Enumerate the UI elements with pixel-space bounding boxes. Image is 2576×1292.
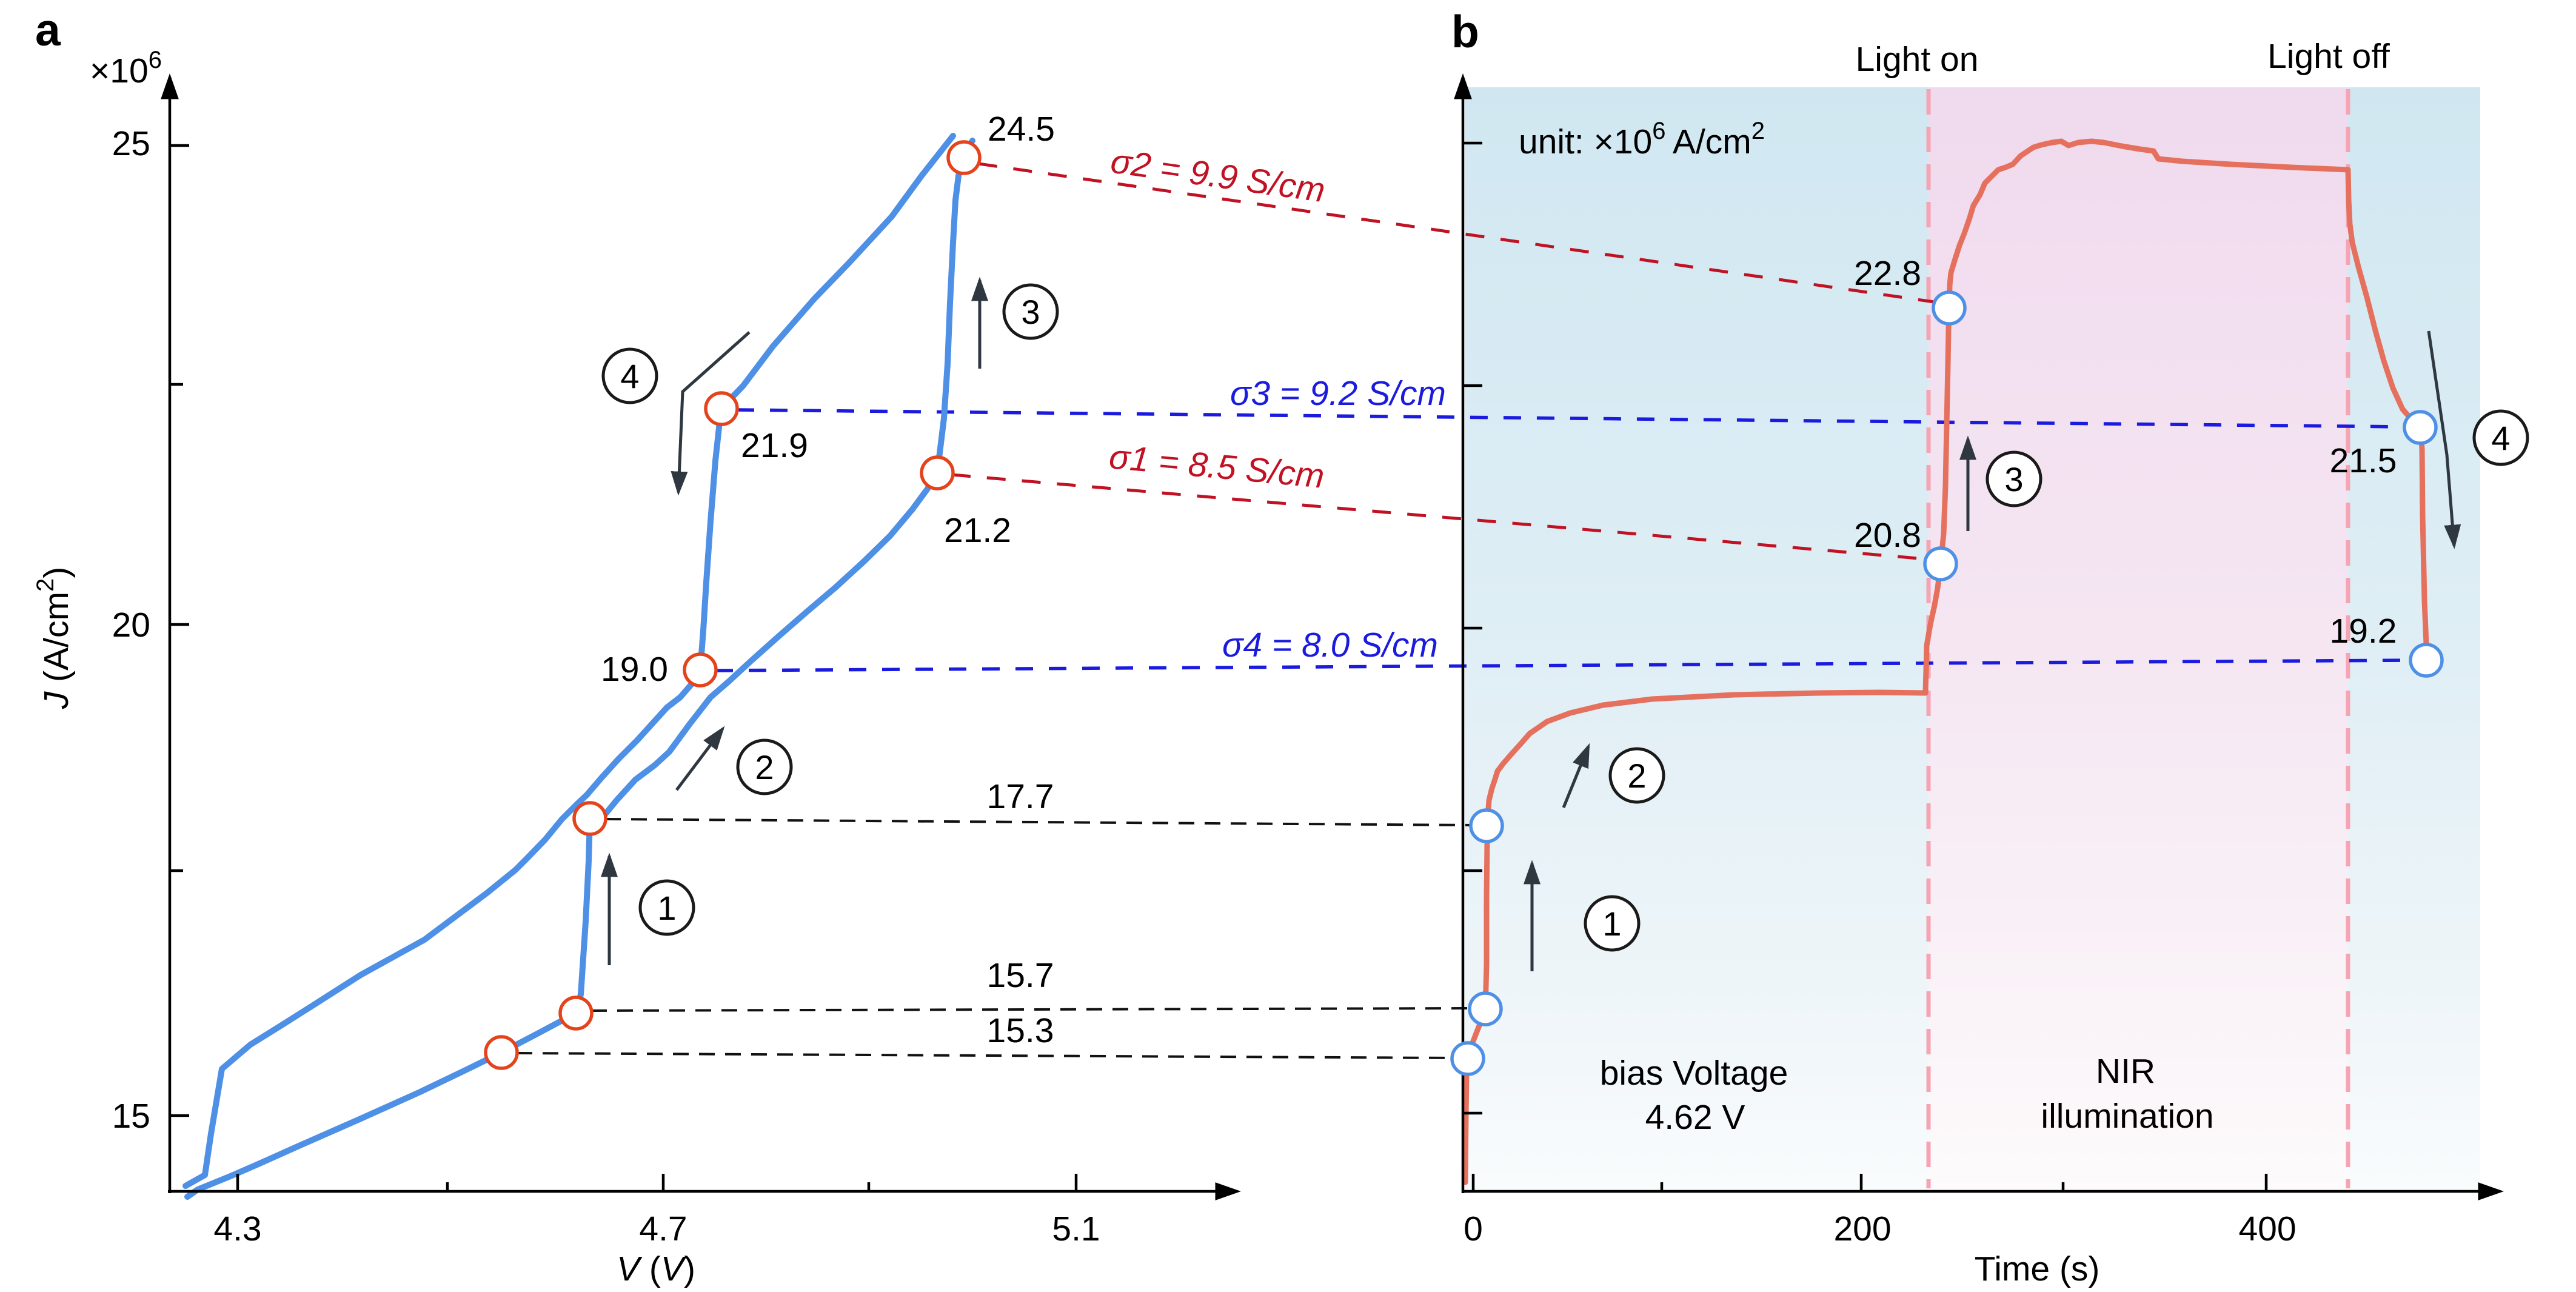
svg-text:15: 15 — [112, 1097, 150, 1136]
svg-text:×106: ×106 — [90, 47, 162, 90]
svg-text:15.7: 15.7 — [987, 956, 1054, 995]
svg-text:2: 2 — [755, 748, 774, 786]
svg-text:bias Voltage: bias Voltage — [1600, 1054, 1788, 1093]
svg-text:σ3 = 9.2 S/cm: σ3 = 9.2 S/cm — [1230, 374, 1446, 413]
svg-text:2: 2 — [1627, 757, 1646, 795]
svg-text:19.2: 19.2 — [2330, 612, 2397, 651]
svg-text:4: 4 — [2491, 419, 2510, 457]
svg-text:20.8: 20.8 — [1854, 516, 1921, 555]
svg-text:Light on: Light on — [1856, 40, 1979, 79]
svg-text:σ4 = 8.0 S/cm: σ4 = 8.0 S/cm — [1222, 626, 1438, 664]
svg-text:J (A/cm2): J (A/cm2) — [32, 567, 76, 709]
svg-text:a: a — [35, 4, 61, 55]
svg-text:3: 3 — [2004, 460, 2023, 498]
svg-text:21.2: 21.2 — [944, 511, 1011, 550]
svg-text:5.1: 5.1 — [1052, 1210, 1100, 1248]
svg-text:1: 1 — [1602, 905, 1621, 943]
svg-text:σ2 = 9.9 S/cm: σ2 = 9.9 S/cm — [1108, 141, 1327, 210]
svg-text:4: 4 — [620, 357, 639, 395]
svg-text:1: 1 — [657, 889, 676, 927]
svg-text:17.7: 17.7 — [987, 777, 1054, 816]
svg-text:200: 200 — [1833, 1210, 1891, 1248]
svg-text:σ1 = 8.5 S/cm: σ1 = 8.5 S/cm — [1108, 437, 1326, 496]
svg-text:3: 3 — [1021, 293, 1040, 331]
svg-text:400: 400 — [2238, 1210, 2296, 1248]
svg-text:20: 20 — [112, 606, 150, 644]
svg-text:4.62 V: 4.62 V — [1645, 1098, 1745, 1137]
svg-text:unit: ×106 A/cm2: unit: ×106 A/cm2 — [1519, 118, 1765, 161]
svg-text:illumination: illumination — [2041, 1097, 2213, 1136]
svg-text:NIR: NIR — [2096, 1052, 2155, 1091]
svg-text:25: 25 — [112, 124, 150, 163]
svg-text:22.8: 22.8 — [1854, 254, 1921, 293]
svg-text:Time (s): Time (s) — [1975, 1250, 2100, 1288]
svg-text:21.9: 21.9 — [741, 426, 808, 465]
svg-text:b: b — [1451, 6, 1479, 57]
svg-text:21.5: 21.5 — [2330, 441, 2397, 480]
svg-text:Light off: Light off — [2267, 37, 2390, 76]
svg-text:24.5: 24.5 — [988, 110, 1055, 149]
svg-text:4.7: 4.7 — [639, 1210, 687, 1248]
svg-text:15.3: 15.3 — [987, 1011, 1054, 1050]
svg-text:19.0: 19.0 — [601, 650, 668, 689]
svg-text:0: 0 — [1464, 1210, 1483, 1248]
svg-text:V (V): V (V) — [617, 1250, 695, 1288]
svg-text:4.3: 4.3 — [213, 1210, 261, 1248]
